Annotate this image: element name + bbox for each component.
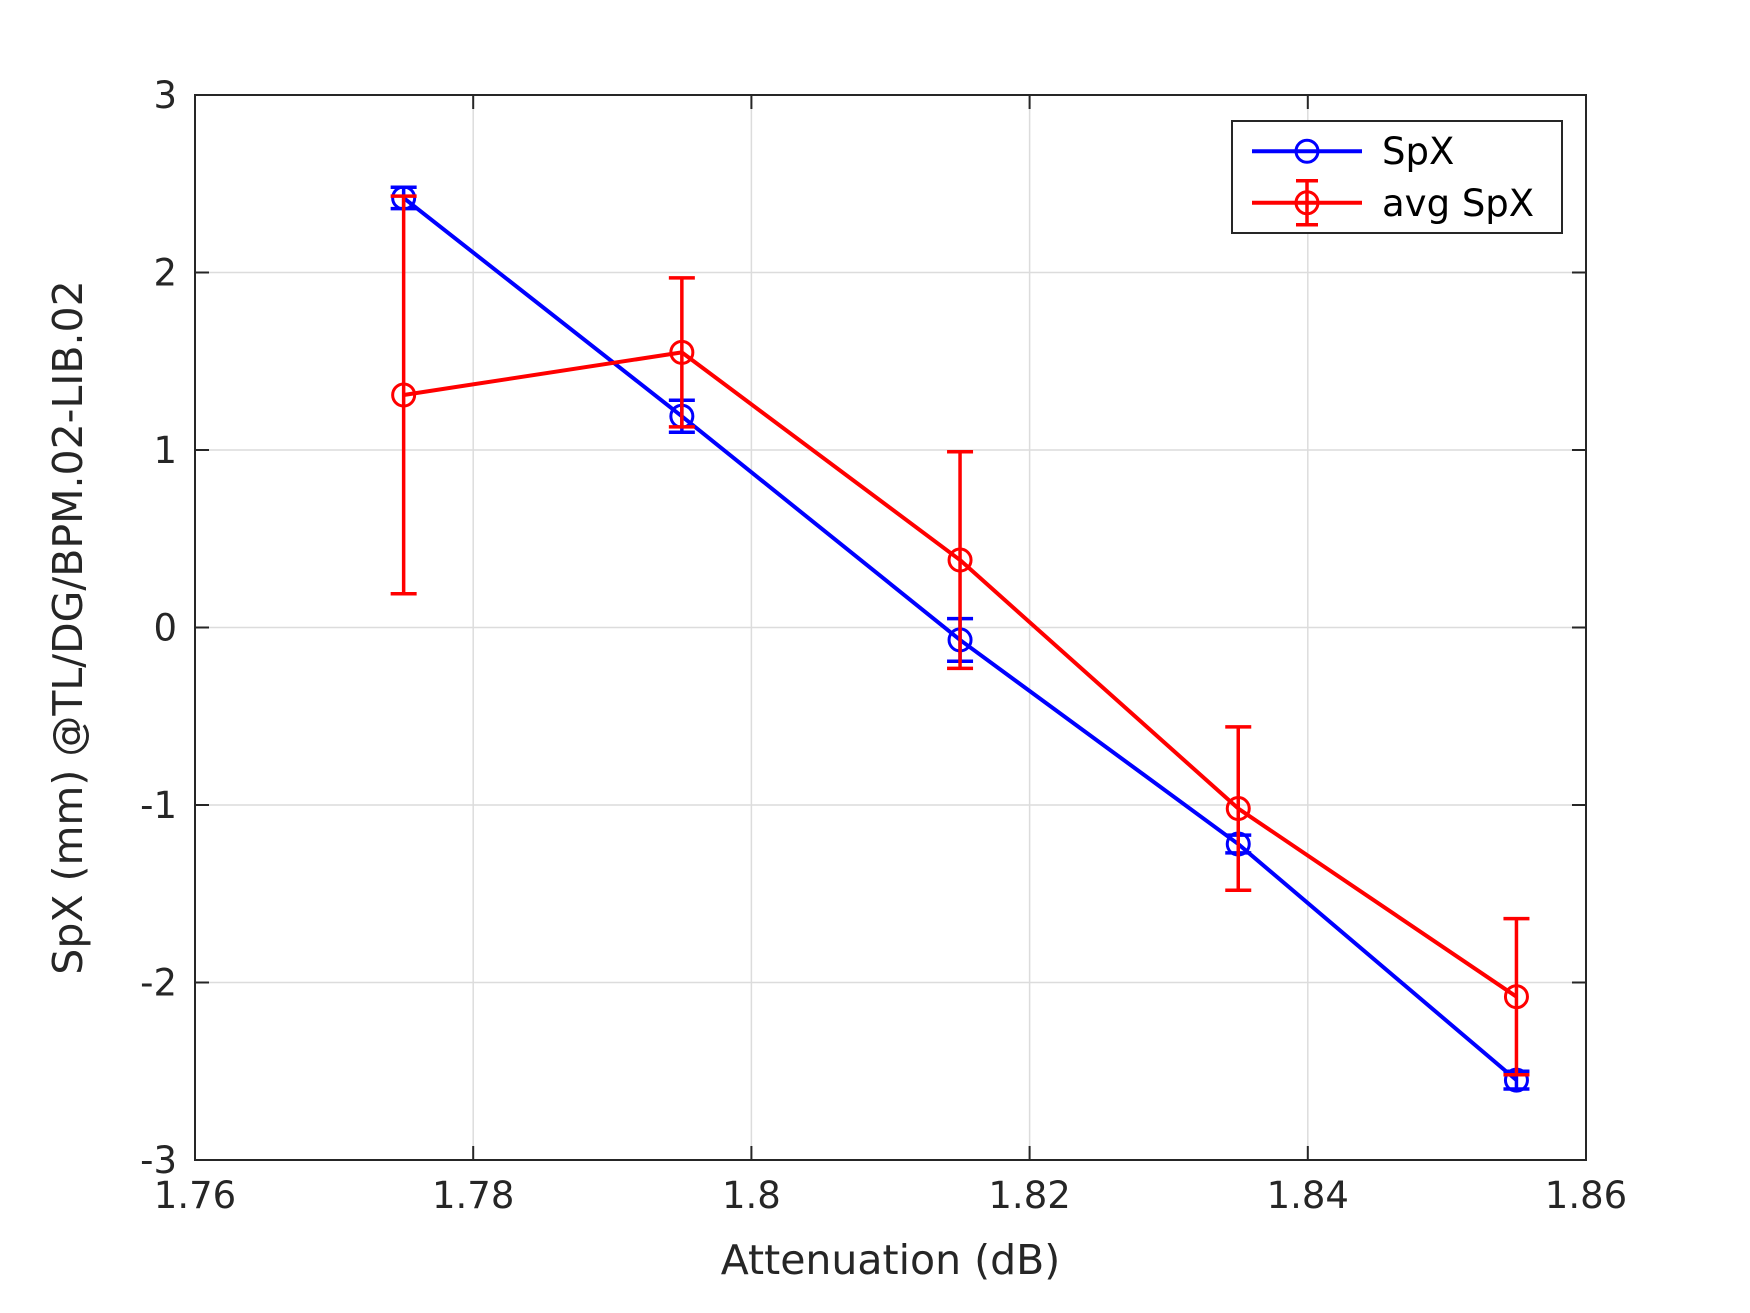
y-tick-label: -2 [140,962,177,1005]
x-axis-label: Attenuation (dB) [721,1236,1061,1284]
y-tick-label: -3 [140,1139,177,1182]
legend-sample-marker-avg-spx [1294,190,1320,216]
data-marker-avg-spx [1225,796,1251,822]
legend-sample-marker-spx [1294,138,1320,164]
x-tick-label: 1.82 [988,1174,1070,1217]
data-marker-avg-spx [1503,984,1529,1010]
legend-label-spx: SpX [1382,130,1454,173]
x-tick-label: 1.84 [1267,1174,1349,1217]
x-tick-label: 1.86 [1545,1174,1627,1217]
y-tick-label: 3 [153,74,177,117]
x-tick-label: 1.76 [154,1174,236,1217]
x-tick-label: 1.8 [722,1174,781,1217]
data-marker-avg-spx [947,547,973,573]
y-tick-label: 0 [153,607,177,650]
x-tick-label: 1.78 [432,1174,514,1217]
plot-area: 1.76 1.78 1.8 1.82 1.84 1.86 -3 -2 -1 0 1 2 3 [140,74,1627,1217]
data-marker-avg-spx [391,382,417,408]
y-tick-label: -1 [140,784,177,827]
legend-box [1231,120,1563,234]
legend: SpX avg SpX [1231,120,1563,234]
y-axis-label: SpX (mm) @TL/DG/BPM.02-LIB.02 [44,280,92,974]
y-tick-label: 1 [153,429,177,472]
y-tick-label: 2 [153,252,177,295]
series-line-avg-spx [403,350,1518,999]
data-marker-avg-spx [669,339,695,365]
legend-label-avg-spx: avg SpX [1382,182,1534,225]
